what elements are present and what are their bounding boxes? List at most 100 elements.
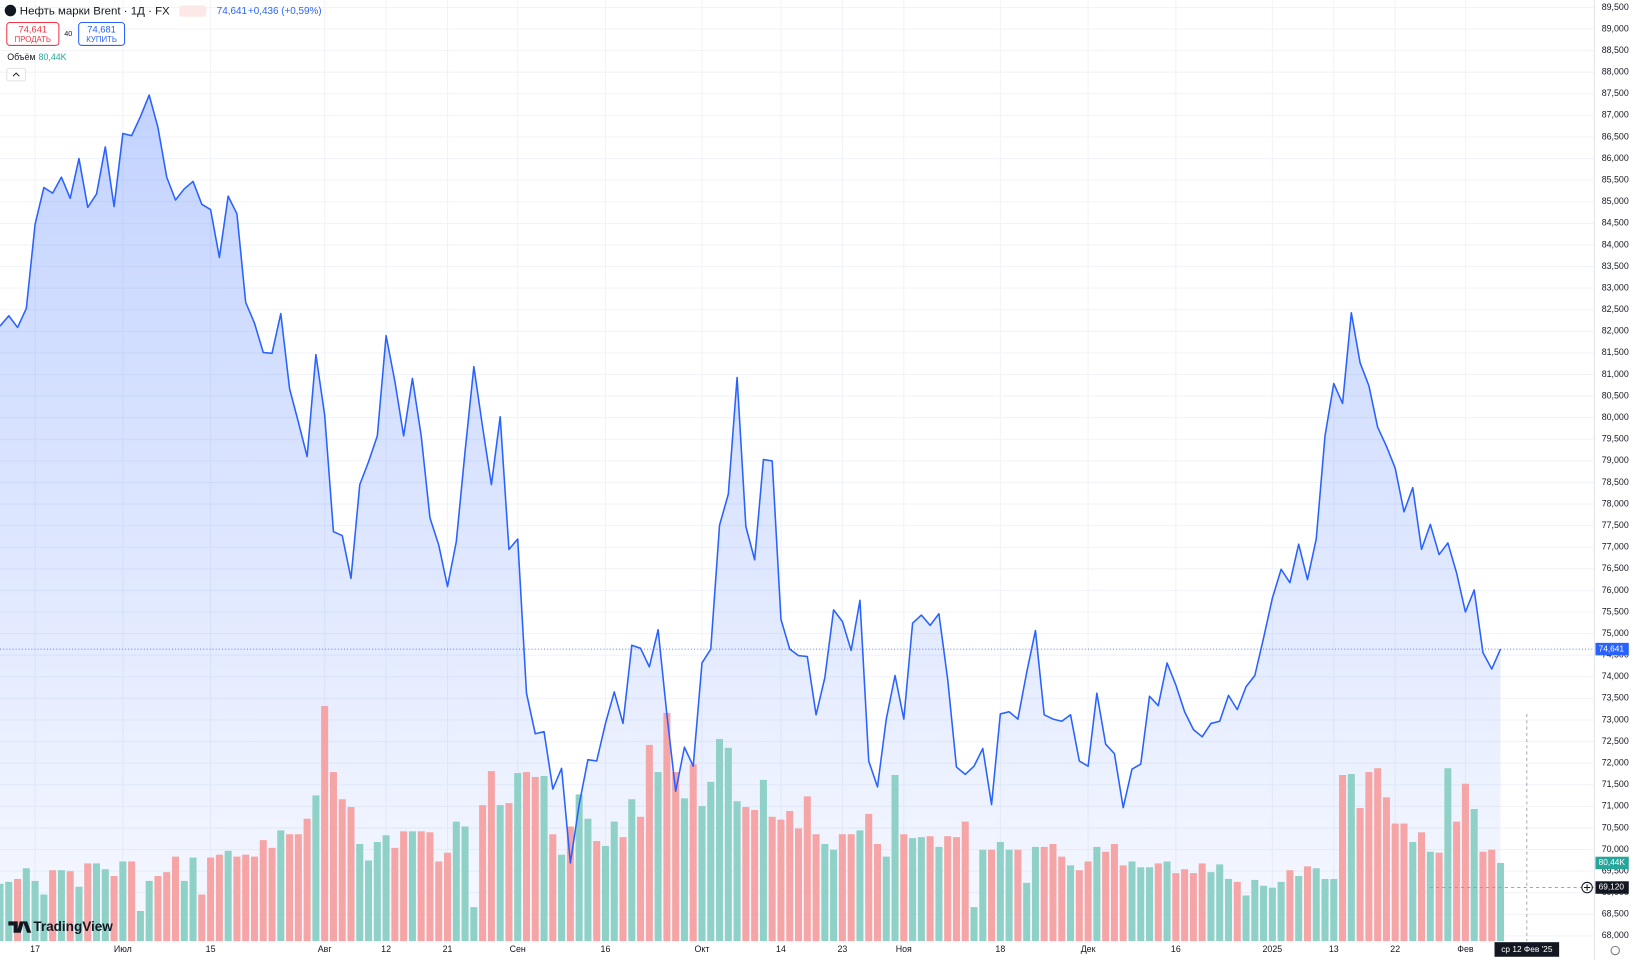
volume-bar (250, 856, 258, 942)
volume-bar (1260, 885, 1268, 942)
volume-bar (680, 798, 688, 942)
volume-bar (207, 857, 215, 942)
y-tick-label: 87,000 (1602, 110, 1629, 120)
volume-bar (1216, 864, 1224, 942)
volume-bar (189, 857, 197, 942)
volume-bar (733, 801, 741, 942)
y-tick-label: 78,000 (1602, 498, 1629, 508)
x-tick-label: Сен (510, 944, 526, 954)
y-tick-label: 83,500 (1602, 261, 1629, 271)
buy-button[interactable] (78, 22, 126, 46)
y-tick-label: 75,500 (1602, 606, 1629, 616)
volume-bar (435, 861, 443, 942)
volume-bar (373, 842, 381, 942)
volume-bar (1093, 846, 1101, 942)
y-tick-label: 89,000 (1602, 23, 1629, 33)
volume-bar (1242, 895, 1250, 942)
volume-bar (1295, 876, 1303, 942)
y-tick-label: 79,500 (1602, 434, 1629, 444)
volume-bar (663, 712, 671, 942)
y-tick-label: 69,500 (1602, 865, 1629, 875)
y-tick-label: 81,000 (1602, 369, 1629, 379)
volume-bar (417, 831, 425, 942)
y-tick-label: 80,000 (1602, 412, 1629, 422)
volume-bar (549, 834, 557, 942)
y-tick-label: 86,000 (1602, 153, 1629, 163)
volume-bar (628, 799, 636, 942)
volume-bar (1023, 882, 1031, 942)
price-line (0, 94, 1502, 864)
volume-bar (672, 772, 680, 942)
volume-bar (1286, 870, 1294, 942)
volume-bar (224, 850, 232, 942)
volume-bar (759, 779, 767, 942)
volume-bar (128, 861, 136, 942)
crosshair-price-label: 69,120 (1599, 882, 1625, 892)
volume-bar (1233, 881, 1241, 942)
volume-bar (838, 834, 846, 942)
settings-icon[interactable] (1610, 945, 1620, 956)
volume-marker-label: 80,44K (1599, 857, 1626, 867)
volume-bar (619, 837, 627, 942)
volume-bar (154, 876, 162, 942)
y-tick-label: 85,500 (1602, 175, 1629, 185)
y-tick-label: 89,500 (1602, 2, 1629, 12)
volume-bar (830, 849, 838, 942)
volume-bar (5, 881, 13, 942)
spread: 40 (64, 29, 72, 38)
collapse-button[interactable] (6, 67, 27, 82)
volume-bar (1031, 846, 1039, 942)
volume-bar (1084, 861, 1092, 942)
volume-bar (496, 805, 504, 942)
volume-bar (1163, 861, 1171, 942)
sell-price: 74,641 (19, 24, 48, 34)
volume-bar (856, 830, 864, 942)
volume-bar (1040, 846, 1048, 942)
volume-bar (1172, 873, 1180, 942)
volume-bar (795, 828, 803, 942)
x-tick-label: 18 (995, 944, 1005, 954)
volume-bar (1049, 843, 1057, 942)
volume-bar (198, 894, 206, 942)
sell-label: ПРОДАТЬ (15, 35, 51, 44)
y-tick-label: 85,000 (1602, 196, 1629, 206)
volume-bar (610, 821, 618, 942)
volume-bar (277, 830, 285, 942)
x-tick-label: Фев (1457, 944, 1474, 954)
volume-bar (1374, 768, 1382, 942)
volume-bar (847, 834, 855, 942)
sell-button[interactable] (6, 22, 60, 46)
volume-bar (917, 837, 925, 942)
volume-bar (786, 810, 794, 942)
volume-bar (286, 834, 294, 942)
y-tick-label: 86,500 (1602, 131, 1629, 141)
volume-bar (1435, 852, 1443, 942)
header: Нефть марки Brent · 1Д · FX 74,641 +0,43… (4, 4, 322, 82)
last-price-box (1595, 642, 1629, 656)
volume-bar (514, 773, 522, 942)
y-tick-label: 70,500 (1602, 822, 1629, 832)
volume-bar (1181, 869, 1189, 942)
volume-bar (233, 856, 241, 942)
volume-bar (1277, 881, 1285, 942)
volume-bar (40, 894, 48, 942)
y-tick-label: 84,500 (1602, 218, 1629, 228)
y-tick-label: 70,000 (1602, 844, 1629, 854)
y-tick-label: 74,000 (1602, 671, 1629, 681)
volume-bar (400, 831, 408, 942)
volume-bar (1198, 863, 1206, 942)
volume-bar (970, 907, 978, 942)
x-tick-label: Дек (1081, 944, 1096, 954)
crosshair-price-box (1595, 881, 1629, 894)
volume-bar (1137, 867, 1145, 942)
volume-bar (1339, 774, 1347, 942)
volume-bar (988, 849, 996, 942)
symbol-title: Нефть марки Brent · 1Д · FX (20, 6, 170, 18)
indicator-pill[interactable] (179, 5, 207, 17)
volume-bar (558, 854, 566, 942)
volume-bar (1189, 873, 1197, 942)
crosshair-date-label: ср 12 Фев '25 (1501, 944, 1553, 954)
volume-bar (575, 794, 583, 942)
volume-bar (347, 807, 355, 942)
volume-bar (1014, 849, 1022, 942)
